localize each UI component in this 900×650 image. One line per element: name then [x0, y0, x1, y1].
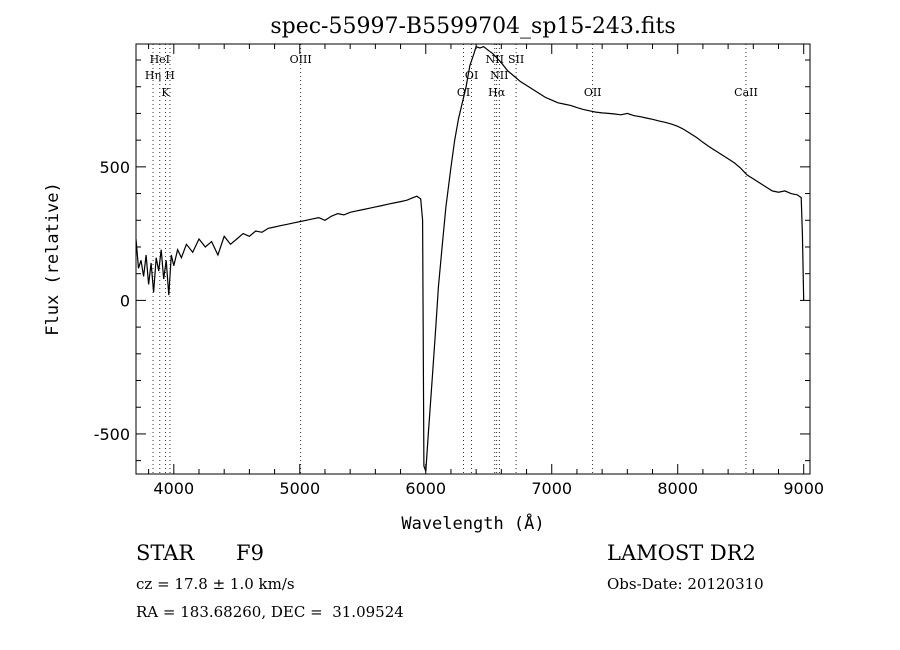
object-class: STAR [136, 541, 195, 565]
x-tick-label: 9000 [783, 479, 824, 498]
spectral-line-label: OI [457, 86, 470, 99]
coordinates: RA = 183.68260, DEC = 31.09524 [136, 603, 404, 621]
y-tick-label: 500 [99, 158, 130, 177]
spectral-line-label: NII [490, 69, 508, 82]
x-tick-label: 6000 [405, 479, 446, 498]
spectral-line-label: SII [508, 53, 524, 66]
y-tick-label: 0 [120, 291, 130, 310]
observation-date: Obs-Date: 20120310 [607, 575, 764, 593]
plot-frame [135, 43, 811, 475]
spectral-line-label: CaII [734, 86, 758, 99]
x-tick-label: 4000 [153, 479, 194, 498]
survey-name: LAMOST DR2 [607, 541, 756, 565]
redshift-velocity: cz = 17.8 ± 1.0 km/s [136, 575, 295, 593]
x-axis-label: Wavelength (Å) [401, 512, 544, 534]
spectral-line-label: K [161, 86, 170, 99]
x-tick-label: 7000 [531, 479, 572, 498]
spectrum-series-line [136, 45, 805, 472]
spectral-line-label: OII [584, 86, 602, 99]
spectral-line-label: HeI [150, 53, 170, 66]
spectral-line-label: Hα [488, 86, 506, 99]
spectral-line-label: H [165, 69, 175, 82]
y-tick-label: -500 [94, 425, 130, 444]
y-axis-label: Flux (relative) [43, 182, 63, 336]
object-subclass: F9 [236, 541, 264, 565]
x-tick-label: 8000 [657, 479, 698, 498]
spectral-line-label: Hη [145, 69, 161, 82]
chart-title: spec-55997-B5599704_sp15-243.fits [270, 14, 675, 39]
x-tick-label: 5000 [279, 479, 320, 498]
spectral-line-label: OIII [290, 53, 312, 66]
